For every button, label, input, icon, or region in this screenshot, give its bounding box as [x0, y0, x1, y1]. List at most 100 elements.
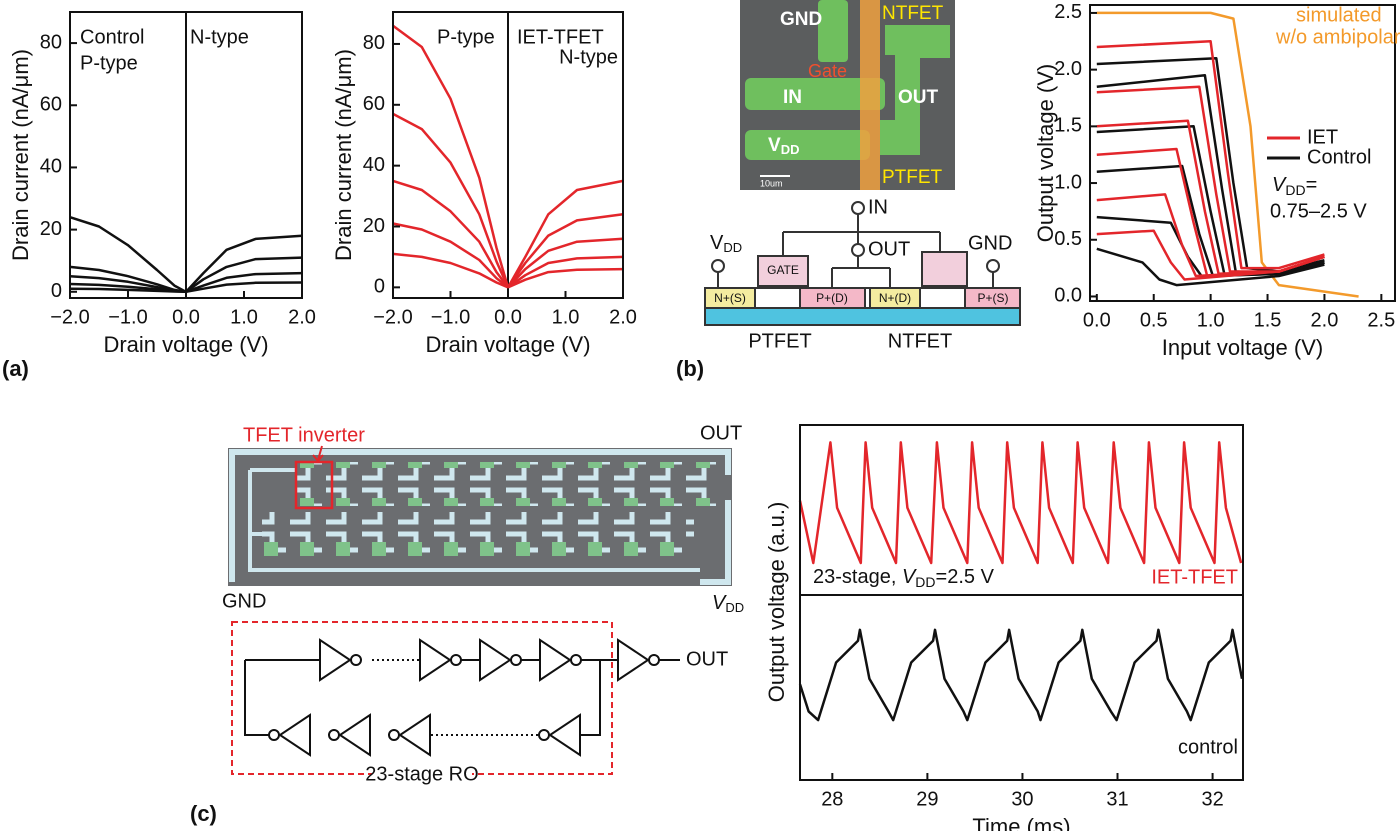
plot-frame: [799, 594, 1244, 781]
y-tick-label: 1.0: [1054, 171, 1082, 193]
inverter-bubble: [350, 654, 362, 666]
label: 23-stage RO: [365, 763, 478, 785]
annotation: N-type: [190, 26, 249, 48]
wire: [831, 256, 891, 288]
gate: [757, 255, 809, 287]
annotation-part: 23-stage,: [813, 566, 902, 588]
x-axis-label: Drain voltage (V): [425, 332, 590, 357]
inverter: [338, 713, 371, 757]
terminal: [851, 201, 865, 215]
x-tick-label: 1.5: [1254, 309, 1282, 331]
x-tick-label: 31: [1106, 788, 1128, 810]
x-axis-label: Drain voltage (V): [103, 332, 268, 357]
inverter-bubble: [450, 654, 462, 666]
inverter: [548, 713, 581, 757]
annotation: IET-TFET: [1151, 566, 1238, 588]
label: PTFET: [882, 167, 943, 188]
terminal: [851, 243, 865, 257]
trace: [229, 449, 731, 585]
data-line: [69, 216, 187, 293]
terminal: [986, 259, 1000, 273]
data-line: [1096, 74, 1325, 276]
annotation: VDD=: [1272, 174, 1317, 197]
data-line: [392, 24, 510, 288]
data-line: [1096, 247, 1325, 287]
data-line: [392, 222, 509, 289]
data-line: [507, 237, 624, 289]
callout-box: [294, 460, 334, 510]
inverter-bubble: [328, 729, 340, 741]
y-tick-label: 0.0: [1054, 285, 1082, 307]
data-line: [1096, 229, 1325, 281]
data-line: [185, 234, 303, 293]
gate-bar: [860, 0, 880, 190]
x-axis-label: Time (ms): [972, 814, 1070, 831]
x-axis-label: Input voltage (V): [1162, 335, 1323, 360]
callout-arrow: [312, 445, 324, 463]
legend-label: Control: [1307, 146, 1371, 168]
x-tick-label: 28: [821, 788, 843, 810]
panel-label: (a): [2, 356, 29, 381]
data-line: [1096, 11, 1359, 298]
device-schematic: [704, 201, 1021, 326]
plot-frame: [1089, 4, 1396, 302]
inverter-bubble: [388, 729, 400, 741]
y-tick-label: 60: [363, 93, 385, 115]
inverter-bubble: [570, 654, 582, 666]
annotation-part: DD: [1285, 182, 1305, 198]
pad: [745, 130, 870, 160]
data-line: [185, 271, 303, 293]
data-line: [798, 441, 1243, 565]
wire: [244, 659, 680, 736]
y-axis-label: Output voltage (V): [1033, 64, 1058, 243]
chart: Output voltage (a.u.) 23-stage, VDD=2.5 V…: [764, 424, 1244, 702]
x-tick-label: 0.0: [1083, 309, 1111, 331]
data-line: [185, 281, 303, 294]
label: 10um: [760, 178, 783, 188]
label: OUT: [686, 648, 728, 670]
label: GND: [780, 9, 822, 30]
label: VDD: [710, 232, 742, 255]
annotation-part: =2.5 V: [936, 566, 995, 588]
annotation: control: [1178, 736, 1238, 758]
label: GND: [222, 590, 266, 612]
pad: [818, 0, 848, 62]
ring-oscillator: [231, 621, 680, 782]
inverter-bubble: [538, 729, 550, 741]
y-axis-label: Drain current (nA/μm): [331, 49, 356, 261]
dashed-box: [231, 621, 613, 775]
chart: 0.0 0.5 1.0 1.5 2.0 2.5 0.0 0.5 1.0 1.5 2.0 2.5 Inpu…: [1033, 1, 1400, 360]
label-bg: [372, 766, 472, 782]
y-tick-label: 0: [374, 276, 385, 298]
data-line: [506, 179, 624, 289]
annotation: simulated: [1296, 4, 1382, 26]
annotation-part: V: [902, 566, 917, 588]
annotation-part: =: [1306, 174, 1318, 196]
substrate: [704, 307, 1021, 326]
y-tick-label: 20: [40, 218, 62, 240]
inverter: [539, 638, 572, 682]
label: VDD: [712, 592, 744, 615]
inverter: [617, 638, 650, 682]
y-tick-label: 2.0: [1054, 58, 1082, 80]
pad: [880, 25, 950, 155]
y-tick-label: 80: [363, 32, 385, 54]
y-tick-label: 0.5: [1054, 228, 1082, 250]
label: NTFET: [882, 3, 944, 24]
x-tick-label: 0.0: [172, 306, 200, 328]
data-line: [1096, 215, 1325, 278]
label: OUT: [898, 87, 939, 108]
x-tick-label: 0.5: [1140, 309, 1168, 331]
label: GATE: [767, 263, 799, 277]
data-line: [798, 628, 1244, 722]
inverter-row: [262, 512, 694, 556]
annotation: 0.75–2.5 V: [1270, 200, 1367, 222]
chart: −2.0 −1.0 0.0 1.0 2.0 0 20 40 60 80 Drain voltage …: [331, 11, 637, 357]
annotation: Control: [80, 26, 144, 48]
label: N+(S): [714, 291, 746, 305]
inverter: [419, 638, 452, 682]
y-tick-label: 20: [363, 215, 385, 237]
pad: [745, 78, 885, 110]
label: VDD: [768, 135, 799, 157]
